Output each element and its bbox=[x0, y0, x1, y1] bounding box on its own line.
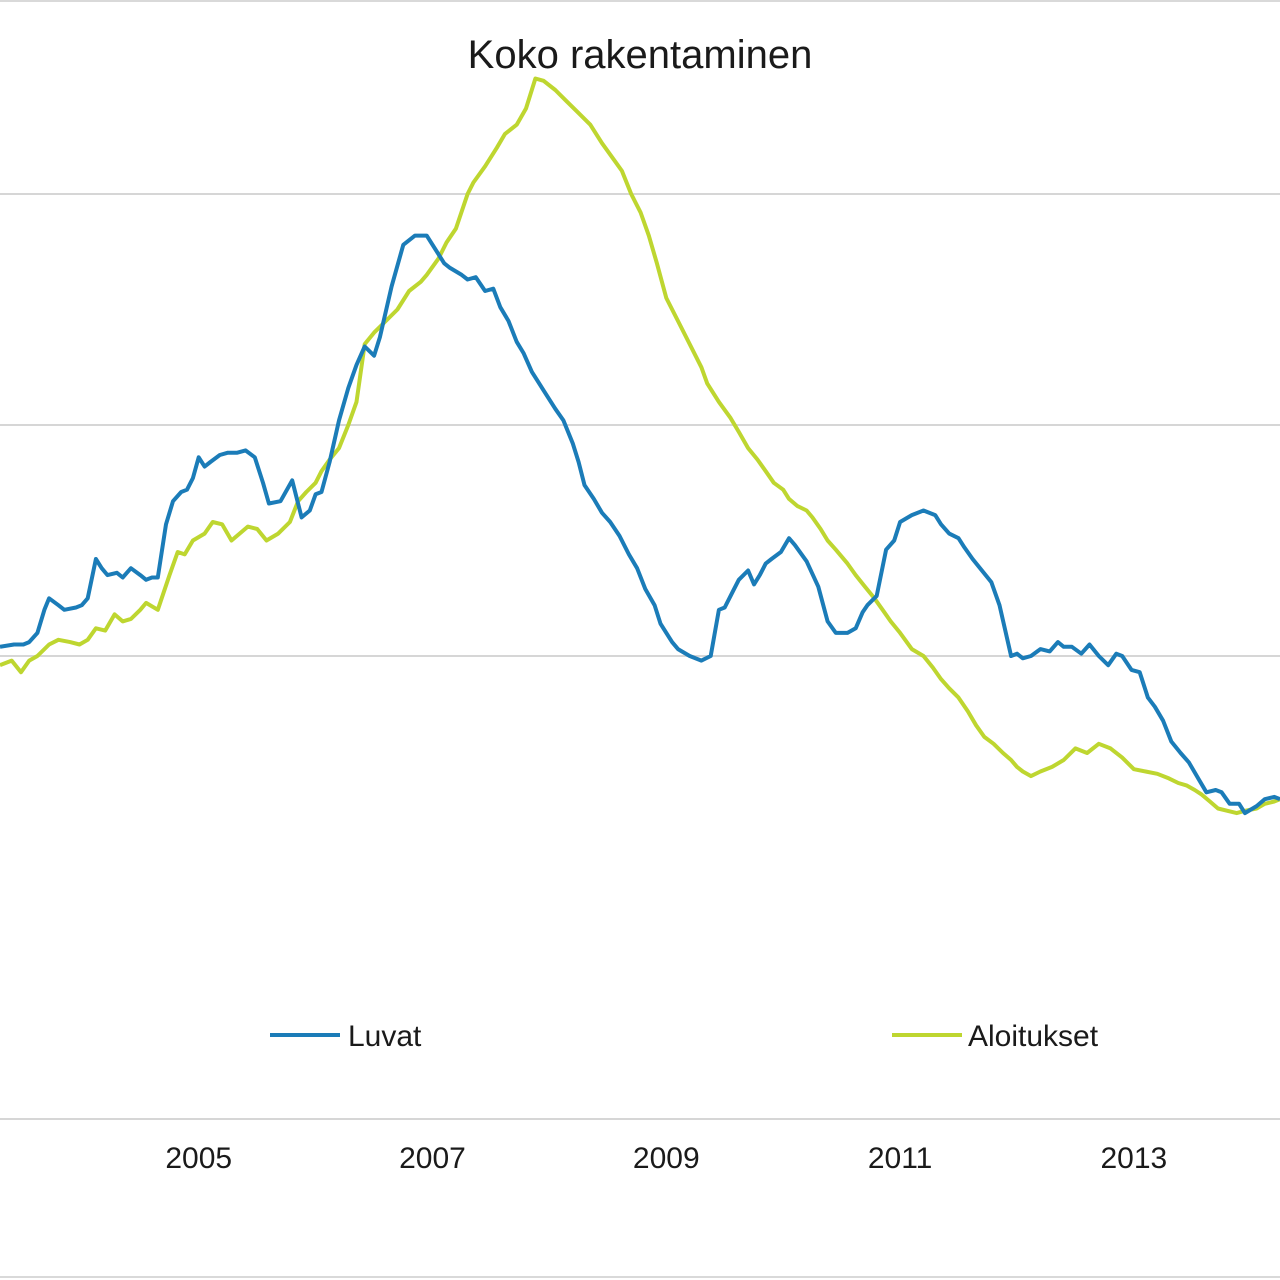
chart-title: Koko rakentaminen bbox=[468, 33, 813, 77]
gridlines bbox=[0, 193, 1280, 657]
legend: Luvat Aloitukset bbox=[270, 1020, 1099, 1053]
x-tick-label-2009: 2009 bbox=[633, 1142, 700, 1175]
legend-label-luvat: Luvat bbox=[348, 1020, 422, 1053]
series-lines bbox=[0, 76, 1280, 816]
series-line-luvat bbox=[0, 233, 1280, 816]
x-tick-label-2007: 2007 bbox=[399, 1142, 466, 1175]
x-tick-label-2011: 2011 bbox=[868, 1142, 933, 1175]
x-axis: 2005 2007 2009 2011 2013 bbox=[0, 1118, 1280, 1175]
legend-label-aloitukset: Aloitukset bbox=[968, 1020, 1099, 1053]
x-tick-label-2013: 2013 bbox=[1101, 1142, 1168, 1175]
x-tick-label-2005: 2005 bbox=[165, 1142, 232, 1175]
series-line-aloitukset bbox=[0, 76, 1280, 816]
